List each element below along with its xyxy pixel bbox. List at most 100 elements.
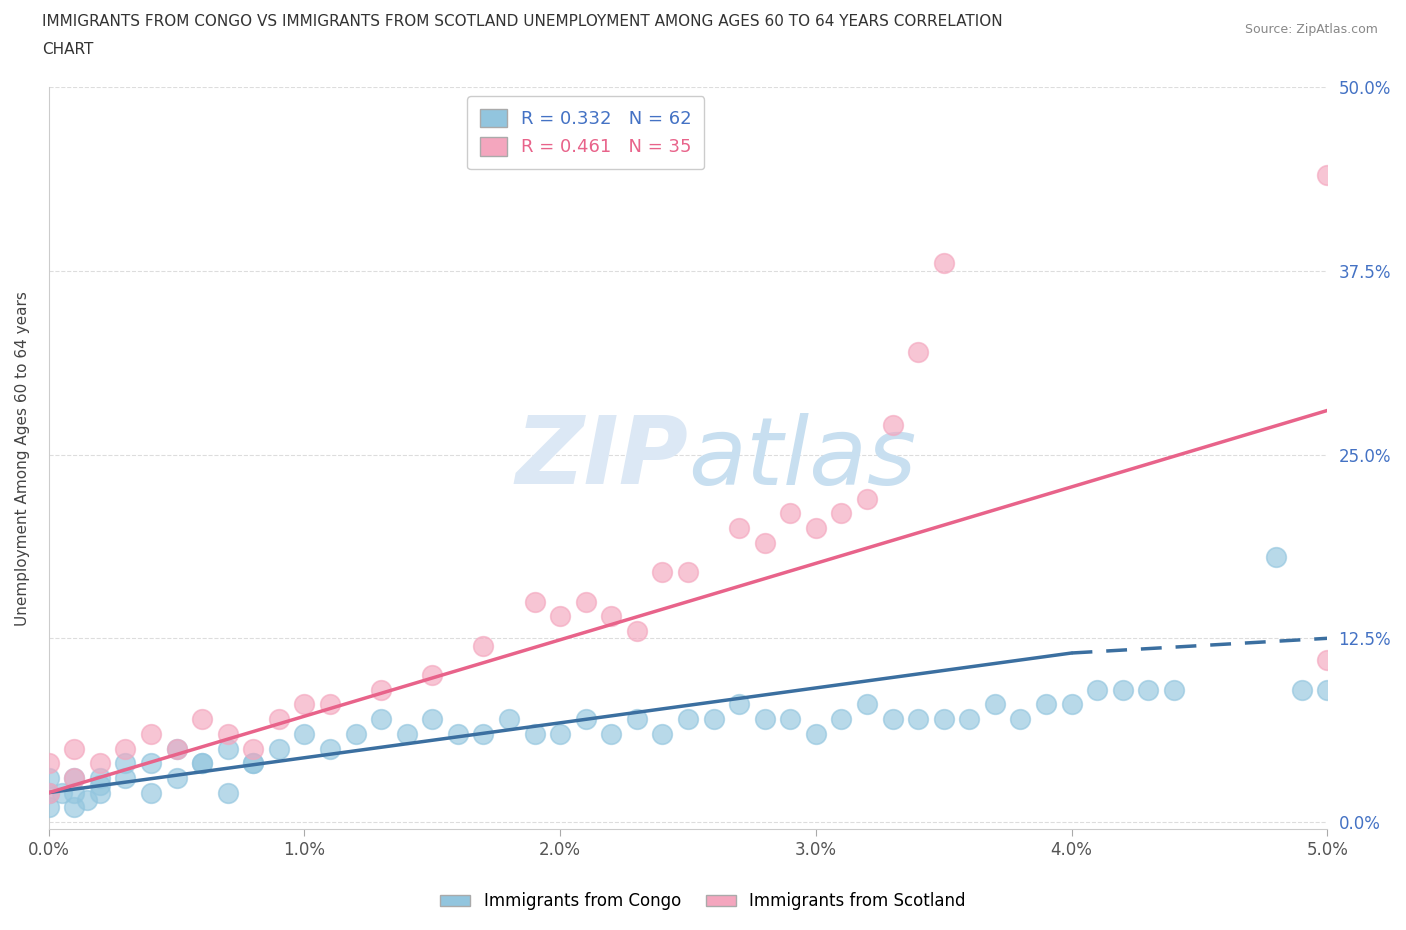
Point bbox=[38, 771, 60, 786]
Point bbox=[166, 771, 188, 786]
Point bbox=[676, 711, 699, 726]
Y-axis label: Unemployment Among Ages 60 to 64 years: Unemployment Among Ages 60 to 64 years bbox=[15, 291, 30, 626]
Point bbox=[217, 785, 239, 800]
Point bbox=[856, 491, 879, 506]
Point bbox=[472, 726, 495, 741]
Point bbox=[114, 741, 136, 756]
Point bbox=[1137, 683, 1160, 698]
Point bbox=[523, 594, 546, 609]
Point bbox=[38, 785, 60, 800]
Point bbox=[294, 697, 316, 711]
Point bbox=[370, 711, 392, 726]
Point bbox=[651, 726, 673, 741]
Point bbox=[600, 726, 623, 741]
Point bbox=[267, 711, 290, 726]
Point bbox=[1316, 683, 1339, 698]
Point bbox=[1010, 711, 1032, 726]
Point bbox=[728, 697, 751, 711]
Point bbox=[830, 711, 852, 726]
Point bbox=[498, 711, 520, 726]
Point bbox=[779, 711, 801, 726]
Point bbox=[51, 785, 73, 800]
Point bbox=[63, 785, 86, 800]
Point bbox=[575, 594, 598, 609]
Point bbox=[957, 711, 980, 726]
Point bbox=[114, 756, 136, 771]
Point bbox=[472, 638, 495, 653]
Legend: R = 0.332   N = 62, R = 0.461   N = 35: R = 0.332 N = 62, R = 0.461 N = 35 bbox=[467, 96, 704, 169]
Point bbox=[89, 785, 111, 800]
Point bbox=[139, 785, 162, 800]
Point bbox=[242, 756, 264, 771]
Point bbox=[166, 741, 188, 756]
Point bbox=[267, 741, 290, 756]
Point bbox=[166, 741, 188, 756]
Point bbox=[907, 344, 929, 359]
Point bbox=[907, 711, 929, 726]
Point bbox=[882, 711, 904, 726]
Legend: Immigrants from Congo, Immigrants from Scotland: Immigrants from Congo, Immigrants from S… bbox=[433, 885, 973, 917]
Point bbox=[63, 741, 86, 756]
Point bbox=[1265, 550, 1288, 565]
Point bbox=[191, 711, 214, 726]
Point bbox=[548, 609, 571, 624]
Point bbox=[728, 521, 751, 536]
Point bbox=[523, 726, 546, 741]
Point bbox=[242, 756, 264, 771]
Point bbox=[420, 711, 443, 726]
Point bbox=[1060, 697, 1083, 711]
Point bbox=[1035, 697, 1057, 711]
Point bbox=[319, 741, 342, 756]
Point bbox=[932, 256, 955, 271]
Point bbox=[651, 565, 673, 579]
Point bbox=[63, 771, 86, 786]
Point bbox=[856, 697, 879, 711]
Text: atlas: atlas bbox=[688, 413, 917, 504]
Point bbox=[626, 623, 648, 638]
Point bbox=[1291, 683, 1313, 698]
Point bbox=[1085, 683, 1108, 698]
Point bbox=[575, 711, 598, 726]
Point bbox=[882, 418, 904, 432]
Point bbox=[754, 711, 776, 726]
Point bbox=[395, 726, 418, 741]
Point bbox=[38, 756, 60, 771]
Point bbox=[754, 536, 776, 551]
Point bbox=[626, 711, 648, 726]
Point bbox=[217, 741, 239, 756]
Point bbox=[191, 756, 214, 771]
Point bbox=[1316, 653, 1339, 668]
Point bbox=[984, 697, 1007, 711]
Point bbox=[139, 756, 162, 771]
Point bbox=[600, 609, 623, 624]
Point bbox=[76, 792, 98, 807]
Text: ZIP: ZIP bbox=[515, 412, 688, 504]
Point bbox=[830, 506, 852, 521]
Point bbox=[191, 756, 214, 771]
Point bbox=[319, 697, 342, 711]
Text: CHART: CHART bbox=[42, 42, 94, 57]
Point bbox=[242, 741, 264, 756]
Point bbox=[89, 756, 111, 771]
Point bbox=[420, 668, 443, 683]
Point bbox=[932, 711, 955, 726]
Text: Source: ZipAtlas.com: Source: ZipAtlas.com bbox=[1244, 23, 1378, 36]
Point bbox=[89, 777, 111, 792]
Point bbox=[114, 771, 136, 786]
Point bbox=[1316, 167, 1339, 182]
Point bbox=[89, 771, 111, 786]
Point bbox=[447, 726, 470, 741]
Point bbox=[703, 711, 725, 726]
Point bbox=[676, 565, 699, 579]
Point bbox=[344, 726, 367, 741]
Point bbox=[548, 726, 571, 741]
Point bbox=[1163, 683, 1185, 698]
Point bbox=[370, 683, 392, 698]
Point bbox=[63, 771, 86, 786]
Point bbox=[779, 506, 801, 521]
Text: IMMIGRANTS FROM CONGO VS IMMIGRANTS FROM SCOTLAND UNEMPLOYMENT AMONG AGES 60 TO : IMMIGRANTS FROM CONGO VS IMMIGRANTS FROM… bbox=[42, 14, 1002, 29]
Point bbox=[217, 726, 239, 741]
Point bbox=[294, 726, 316, 741]
Point bbox=[63, 800, 86, 815]
Point bbox=[38, 800, 60, 815]
